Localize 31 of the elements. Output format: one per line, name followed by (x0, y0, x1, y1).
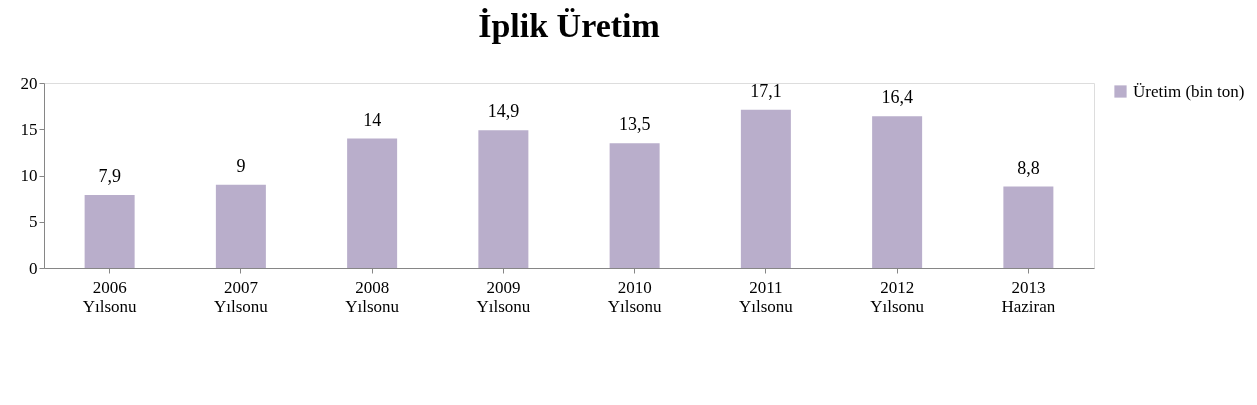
y-tick-label: 15 (20, 119, 38, 139)
data-label: 14,9 (487, 101, 520, 122)
bar (740, 109, 791, 268)
data-label: 8,8 (1017, 157, 1040, 178)
x-tick-label: 2006 Yılsonu (82, 277, 138, 316)
bar (1003, 186, 1054, 268)
data-label: 14 (363, 109, 382, 130)
legend-label: Üretim (bin ton) (1133, 81, 1245, 101)
y-tick-label: 10 (20, 166, 38, 185)
data-label: 17,1 (750, 80, 782, 101)
bar (215, 184, 266, 268)
bar (478, 130, 529, 268)
bar (872, 116, 923, 268)
bar (347, 138, 398, 268)
data-label: 13,5 (618, 114, 651, 135)
x-tick-label: 2010 Yılsonu (607, 277, 663, 316)
x-tick-label: 2011 Yılsonu (738, 277, 794, 316)
y-tick-label: 0 (29, 258, 38, 278)
y-tick-label: 5 (29, 212, 38, 232)
bar (84, 194, 135, 268)
data-label: 7,9 (98, 165, 121, 186)
bar (609, 143, 660, 268)
data-label: 16,4 (881, 87, 913, 108)
data-label: 9 (236, 155, 246, 176)
x-tick-label: 2008 Yılsonu (345, 277, 400, 316)
x-tick-label: 2009 Yılsonu (476, 277, 531, 316)
x-tick-label: 2012 Yılsonu (870, 277, 925, 316)
x-tick-label: 2007 Yılsonu (213, 277, 269, 316)
x-tick-label: 2013 Haziran (1001, 277, 1056, 316)
chart-title: İplik Üretim (478, 7, 660, 44)
y-tick-label: 20 (20, 73, 38, 93)
